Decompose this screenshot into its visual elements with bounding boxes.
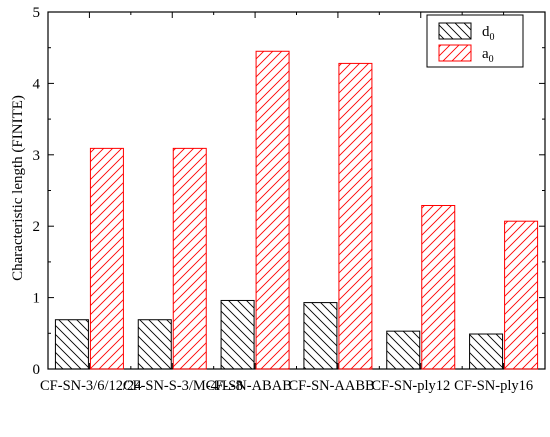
x-category-label: CF-SN-ply16: [454, 378, 533, 394]
y-tick-label: 3: [33, 148, 41, 164]
bar-d0-4: [303, 302, 338, 370]
x-category-label: CF-SN-AABB: [289, 378, 375, 394]
x-category-label: CF-SN-3/6/12/24: [40, 378, 142, 394]
y-tick-label: 4: [33, 76, 41, 92]
bar-a0-1: [89, 147, 124, 370]
bar-a0-5: [421, 204, 456, 370]
y-tick-label: 0: [33, 362, 41, 378]
x-category-label: CF-SN-S-3/M-4/L-8: [123, 378, 243, 394]
bar-a0-2: [172, 147, 207, 370]
bar-d0-3: [220, 299, 255, 370]
bar-d0-6: [469, 333, 504, 370]
bar-a0-6: [504, 220, 539, 370]
bar-d0-5: [386, 330, 421, 370]
bar-a0-4: [338, 62, 373, 370]
legend-swatch-d0: [438, 22, 472, 40]
y-tick-label: 2: [33, 219, 41, 235]
y-tick-label: 5: [33, 5, 41, 21]
y-tick-label: 1: [33, 291, 41, 307]
bar-d0-2: [137, 319, 172, 370]
x-category-label: CF-SN-ABAB: [206, 378, 292, 394]
legend-label-a0: a0: [482, 46, 494, 65]
y-axis-title: Characteristic length (FINITE): [10, 95, 26, 281]
bar-a0-3: [255, 50, 290, 370]
x-category-label: CF-SN-ply12: [371, 378, 450, 394]
legend-swatch-a0: [438, 44, 472, 62]
bar-d0-1: [54, 319, 89, 370]
